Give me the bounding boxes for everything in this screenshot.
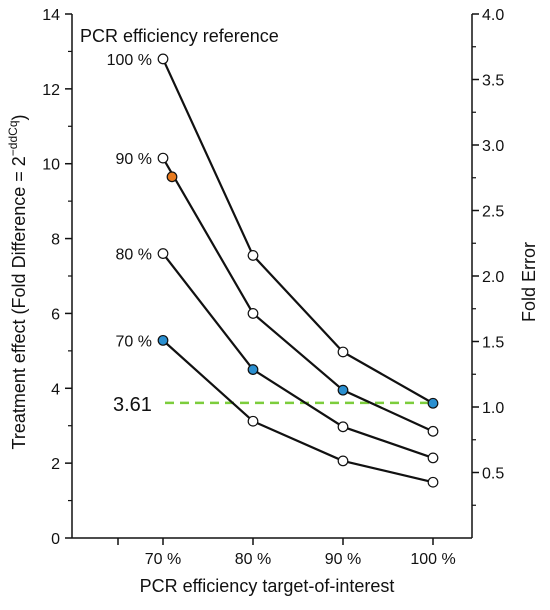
y-axis-title-sup: −ddCq bbox=[6, 120, 20, 156]
y-tick-label: 10 bbox=[42, 157, 60, 174]
y2-tick-label: 2.0 bbox=[482, 269, 504, 286]
series-label: 100 % bbox=[107, 52, 152, 69]
x-tick-label: 100 % bbox=[410, 551, 455, 568]
orange-point bbox=[166, 171, 178, 183]
series-line bbox=[162, 157, 434, 433]
x-tick-label: 80 % bbox=[235, 551, 271, 568]
legend-title: PCR efficiency reference bbox=[80, 26, 279, 46]
data-point bbox=[337, 455, 349, 467]
series-labels: 100 % 90 % 80 % 70 % bbox=[107, 52, 152, 350]
x-tick-label: 90 % bbox=[325, 551, 361, 568]
data-point bbox=[157, 152, 169, 164]
series-label: 70 % bbox=[116, 333, 152, 350]
data-point bbox=[427, 425, 439, 437]
threshold: 3.61 bbox=[113, 394, 430, 416]
series-label: 80 % bbox=[116, 247, 152, 264]
data-point bbox=[157, 248, 169, 259]
data-point bbox=[337, 421, 349, 433]
series-line bbox=[162, 252, 434, 459]
y-tick-label: 0 bbox=[51, 531, 60, 548]
series-lines bbox=[161, 58, 434, 484]
series-line bbox=[162, 339, 434, 484]
data-point bbox=[427, 397, 439, 409]
x-tick-label: 70 % bbox=[145, 551, 181, 568]
x-ticks: 70 % 80 % 90 % 100 % bbox=[117, 538, 456, 568]
data-point bbox=[427, 476, 439, 488]
data-point bbox=[157, 53, 169, 65]
y2-tick-label: 1.5 bbox=[482, 335, 504, 352]
y2-tick-label: 3.0 bbox=[482, 138, 504, 155]
x-axis-title: PCR efficiency target-of-interest bbox=[140, 576, 395, 596]
y-axis-title: Treatment effect (Fold Difference = 2−dd… bbox=[6, 114, 29, 449]
y2-tick-label: 2.5 bbox=[482, 204, 504, 221]
y2-tick-label: 0.5 bbox=[482, 466, 504, 483]
series-points bbox=[157, 53, 439, 488]
y-tick-label: 14 bbox=[42, 7, 60, 24]
y-tick-label: 6 bbox=[51, 306, 60, 323]
y2-tick-label: 4.0 bbox=[482, 7, 504, 24]
y-tick-label: 8 bbox=[51, 232, 60, 249]
series-label: 90 % bbox=[116, 151, 152, 168]
data-point bbox=[427, 452, 439, 464]
data-point bbox=[157, 334, 169, 346]
y2-tick-label: 3.5 bbox=[482, 73, 504, 90]
y-tick-label: 4 bbox=[51, 381, 60, 398]
data-point bbox=[247, 250, 259, 261]
series-line bbox=[161, 58, 434, 405]
data-point bbox=[337, 346, 349, 358]
data-point bbox=[247, 364, 259, 375]
y-ticks: 0 2 4 6 8 10 12 14 bbox=[42, 7, 72, 548]
y2-axis-title: Fold Error bbox=[519, 242, 539, 322]
data-point bbox=[337, 384, 349, 396]
y-tick-label: 12 bbox=[42, 82, 60, 99]
data-point bbox=[247, 415, 259, 427]
y2-ticks: 0.5 1.0 1.5 2.0 2.5 3.0 3.5 4.0 bbox=[472, 7, 504, 506]
y-axis-title-close: ) bbox=[9, 114, 29, 120]
y-axis-title-main: Treatment effect (Fold Difference = 2 bbox=[9, 156, 29, 449]
data-point bbox=[247, 308, 259, 319]
threshold-label: 3.61 bbox=[113, 394, 152, 416]
y-tick-label: 2 bbox=[51, 456, 60, 473]
y2-tick-label: 1.0 bbox=[482, 400, 504, 417]
